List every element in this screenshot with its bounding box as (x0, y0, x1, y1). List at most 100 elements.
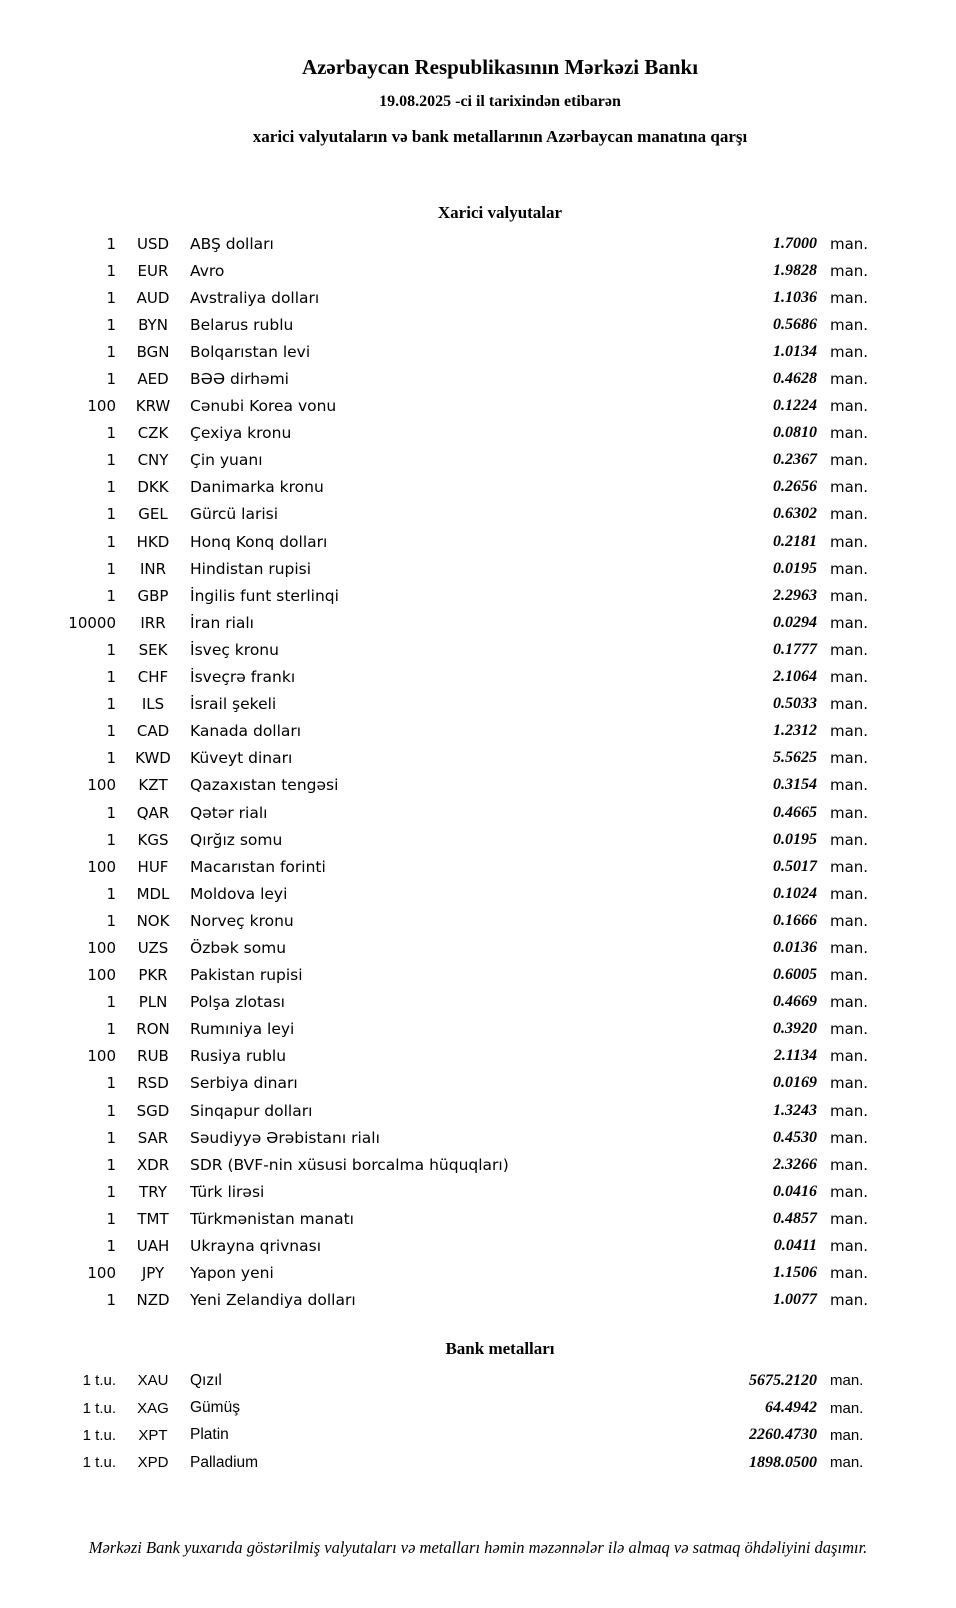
currency-name: Hindistan rupisi (190, 559, 312, 578)
unit-label: man. (830, 749, 869, 768)
metal-quantity: 1 t.u. (82, 1399, 116, 1417)
currency-code: CZK (137, 424, 169, 443)
currency-name: Qırğız somu (190, 830, 283, 849)
currency-code: HKD (136, 532, 170, 551)
unit-label: man. (830, 1182, 869, 1201)
unit-label: man. (830, 1209, 869, 1228)
currency-row: 1 BGN Bolqarıstan levi 1.0134 man. (0, 338, 956, 365)
currency-rate: 0.6302 (773, 505, 817, 523)
unit-label: man. (830, 640, 869, 659)
metal-rate: 5675.2120 (749, 1371, 817, 1389)
currency-rate: 0.4669 (773, 993, 817, 1011)
currency-name: Moldova leyi (190, 884, 288, 903)
currency-row: 1 INR Hindistan rupisi 0.0195 man. (0, 555, 956, 582)
metal-row: 1 t.u. XPD Palladium 1898.0500 man. (0, 1449, 956, 1476)
currency-quantity: 1 (106, 640, 116, 659)
currency-quantity: 100 (87, 1047, 116, 1066)
currency-code: MDL (136, 884, 170, 903)
unit-label: man. (830, 1264, 869, 1283)
currency-rate: 0.4628 (773, 370, 817, 388)
currency-row: 1 RSD Serbiya dinarı 0.0169 man. (0, 1070, 956, 1097)
currency-name: Sinqapur dolları (190, 1101, 313, 1120)
currency-name: Türkmənistan manatı (190, 1209, 354, 1228)
currency-quantity: 1 (106, 722, 116, 741)
currency-quantity: 1 (106, 884, 116, 903)
currency-rate: 0.4530 (773, 1128, 817, 1146)
currency-quantity: 1 (106, 315, 116, 334)
unit-label: man. (830, 668, 869, 687)
currency-rate: 0.6005 (773, 966, 817, 984)
footer-disclaimer: Mərkəzi Bank yuxarıda göstərilmiş valyut… (88, 1538, 868, 1557)
currency-code: KRW (135, 397, 171, 416)
currency-name: Səudiyyə Ərəbistanı rialı (190, 1128, 380, 1147)
currency-row: 1 RON Rumıniya leyi 0.3920 man. (0, 1016, 956, 1043)
currency-name: Honq Konq dolları (190, 532, 328, 551)
currency-row: 1 CNY Çin yuanı 0.2367 man. (0, 447, 956, 474)
currency-rate: 0.0169 (773, 1074, 817, 1092)
metal-row: 1 t.u. XPT Platin 2260.4730 man. (0, 1422, 956, 1449)
currency-rate: 1.0077 (773, 1291, 817, 1309)
metal-code: XPD (137, 1454, 169, 1472)
currency-code: USD (136, 234, 170, 253)
currency-name: Yeni Zelandiya dolları (190, 1291, 356, 1310)
effective-date-line: 19.08.2025 -ci il tarixindən etibarən (379, 93, 621, 110)
currency-row: 1 AUD Avstraliya dolları 1.1036 man. (0, 284, 956, 311)
currency-row: 1 MDL Moldova leyi 0.1024 man. (0, 880, 956, 907)
currency-code: RSD (137, 1074, 169, 1093)
currency-code: NOK (136, 911, 170, 930)
unit-label: man. (830, 1399, 864, 1417)
currency-code: BGN (136, 342, 170, 361)
page-title: Azərbaycan Respublikasının Mərkəzi Bankı (301, 55, 699, 79)
unit-label: man. (830, 613, 869, 632)
currency-row: 1 USD ABŞ dolları 1.7000 man. (0, 230, 956, 257)
currency-quantity: 1 (106, 668, 116, 687)
currency-code: CAD (136, 722, 170, 741)
currency-row: 1 CZK Çexiya kronu 0.0810 man. (0, 420, 956, 447)
currency-row: 1 HKD Honq Konq dolları 0.2181 man. (0, 528, 956, 555)
currency-row: 10000 IRR İran rialı 0.0294 man. (0, 609, 956, 636)
unit-label: man. (830, 478, 869, 497)
unit-label: man. (830, 911, 869, 930)
metal-name: Palladium (190, 1453, 259, 1471)
currency-code: UZS (137, 938, 169, 957)
currency-quantity: 1 (106, 288, 116, 307)
currency-row: 100 JPY Yapon yeni 1.1506 man. (0, 1260, 956, 1287)
unit-label: man. (830, 722, 869, 741)
unit-label: man. (830, 288, 869, 307)
currency-code: TRY (139, 1182, 167, 1201)
unit-label: man. (830, 857, 869, 876)
unit-label: man. (830, 234, 869, 253)
currency-rate: 2.1064 (773, 668, 817, 686)
currency-quantity: 1 (106, 911, 116, 930)
currency-code: CNY (137, 451, 169, 470)
currency-rate: 0.1024 (773, 884, 817, 902)
currency-quantity: 1 (106, 451, 116, 470)
currency-quantity: 1 (106, 370, 116, 389)
currency-code: GEL (138, 505, 168, 524)
currency-code: JPY (141, 1264, 165, 1283)
currency-row: 1 QAR Qətər rialı 0.4665 man. (0, 799, 956, 826)
currency-rate: 0.5686 (773, 315, 817, 333)
currency-name: Pakistan rupisi (190, 966, 303, 985)
currency-code: KGS (137, 830, 169, 849)
unit-label: man. (830, 1074, 869, 1093)
currency-quantity: 1 (106, 261, 116, 280)
currency-quantity: 1 (106, 1020, 116, 1039)
currency-row: 100 PKR Pakistan rupisi 0.6005 man. (0, 962, 956, 989)
currency-rate: 0.0411 (773, 1237, 817, 1255)
unit-label: man. (830, 1020, 869, 1039)
currency-code: CHF (137, 668, 169, 687)
currency-name: Çin yuanı (190, 451, 263, 470)
unit-label: man. (830, 505, 869, 524)
unit-label: man. (830, 1237, 869, 1256)
currency-rate: 2.3266 (773, 1155, 817, 1173)
currency-row: 1 TMT Türkmənistan manatı 0.4857 man. (0, 1205, 956, 1232)
currency-row: 1 XDR SDR (BVF-nin xüsusi borcalma hüquq… (0, 1151, 956, 1178)
unit-label: man. (830, 315, 869, 334)
currency-row: 1 SGD Sinqapur dolları 1.3243 man. (0, 1097, 956, 1124)
currency-rate: 0.4665 (773, 803, 817, 821)
currency-rate: 1.1036 (773, 288, 817, 306)
currency-quantity: 1 (106, 749, 116, 768)
metal-name: Qızıl (190, 1371, 222, 1389)
